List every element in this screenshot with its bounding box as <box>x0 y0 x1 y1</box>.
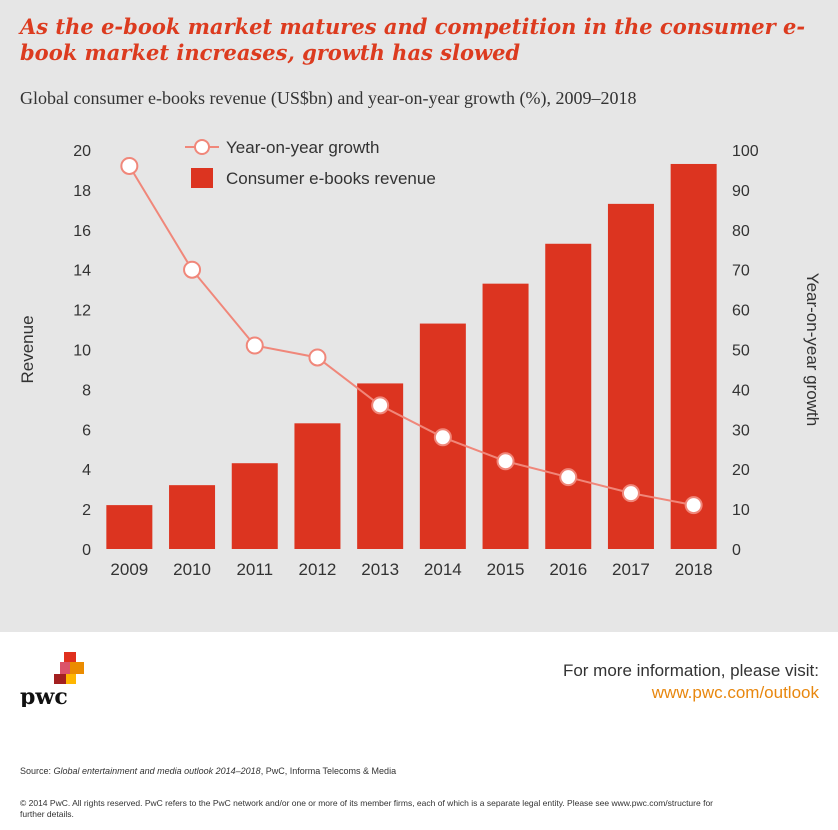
combo-chart: 0 2 4 6 8 10 12 14 16 18 20 0 10 20 30 40 50 60 70 80 90 100 R… <box>18 138 822 579</box>
growth-point <box>371 396 390 415</box>
left-axis-title: Revenue <box>18 315 37 383</box>
logo-block <box>54 674 66 684</box>
outlook-link[interactable]: www.pwc.com/outlook <box>651 683 819 702</box>
x-tick-label: 2017 <box>612 560 650 579</box>
right-axis-tick-label: 90 <box>732 183 750 200</box>
x-tick-label: 2015 <box>487 560 525 579</box>
right-axis-tick-label: 100 <box>732 143 759 160</box>
pwc-logo: pwc <box>20 652 84 707</box>
right-axis-tick-label: 80 <box>732 223 750 240</box>
left-axis-tick-label: 2 <box>82 502 91 519</box>
logo-block <box>64 652 76 662</box>
growth-point <box>496 452 515 471</box>
x-tick-label: 2016 <box>549 560 587 579</box>
right-axis-tick-label: 50 <box>732 343 750 360</box>
right-axis-tick-label: 20 <box>732 462 750 479</box>
right-axis-tick-label: 70 <box>732 263 750 280</box>
x-tick-label: 2013 <box>361 560 399 579</box>
growth-point <box>559 468 578 487</box>
legend-label: Year-on-year growth <box>226 138 379 157</box>
revenue-bar <box>106 505 153 549</box>
legend-line-marker <box>194 139 210 155</box>
source-prefix: Source: <box>20 766 54 776</box>
left-axis-tick-label: 10 <box>73 343 91 360</box>
x-tick-label: 2011 <box>236 560 273 579</box>
growth-point <box>120 156 139 175</box>
growth-point <box>684 496 703 515</box>
source-title: Global entertainment and media outlook 2… <box>53 766 261 776</box>
more-info: For more information, please visit: www.… <box>563 660 819 704</box>
right-axis-tick-label: 60 <box>732 303 750 320</box>
x-tick-label: 2009 <box>110 560 148 579</box>
x-tick-label: 2010 <box>173 560 211 579</box>
right-axis-tick-label: 10 <box>732 502 750 519</box>
logo-block <box>70 662 84 674</box>
logo-text: pwc <box>20 684 68 707</box>
growth-point <box>621 484 640 503</box>
left-axis-tick-label: 20 <box>73 143 91 160</box>
headline: As the e-book market matures and competi… <box>20 14 806 65</box>
chart-panel: As the e-book market matures and competi… <box>0 0 838 632</box>
right-axis-title: Year-on-year growth <box>803 273 822 426</box>
legend-bar-swatch <box>191 168 213 188</box>
left-axis-tick-label: 6 <box>82 422 91 439</box>
revenue-bar <box>169 485 216 549</box>
right-axis-tick-label: 40 <box>732 382 750 399</box>
growth-line <box>128 165 694 507</box>
revenue-bar <box>670 163 717 549</box>
left-axis-tick-label: 16 <box>73 223 91 240</box>
revenue-bar <box>482 283 529 549</box>
copyright-note: © 2014 PwC. All rights reserved. PwC ref… <box>20 798 713 819</box>
revenue-bar <box>294 423 341 549</box>
right-axis-tick-label: 0 <box>732 542 741 559</box>
growth-point <box>308 348 327 367</box>
more-info-label: For more information, please visit: <box>562 661 819 680</box>
footer: pwc For more information, please visit: … <box>0 632 838 830</box>
legend-label: Consumer e-books revenue <box>226 169 436 188</box>
left-axis-tick-label: 12 <box>73 303 91 320</box>
logo-block <box>66 674 76 684</box>
source-note: Source: Global entertainment and media o… <box>20 766 396 776</box>
left-axis-tick-label: 14 <box>73 263 91 280</box>
left-axis-tick-label: 8 <box>82 382 91 399</box>
revenue-bar <box>545 243 592 549</box>
x-tick-label: 2018 <box>675 560 713 579</box>
left-axis-tick-label: 4 <box>82 462 91 479</box>
revenue-bar <box>231 463 278 549</box>
growth-point <box>183 260 202 279</box>
growth-point <box>245 336 264 355</box>
source-suffix: , PwC, Informa Telecoms & Media <box>260 766 397 776</box>
x-tick-label: 2014 <box>424 560 462 579</box>
logo-block <box>60 662 70 674</box>
left-axis-tick-label: 0 <box>82 542 91 559</box>
right-axis-tick-label: 30 <box>732 422 750 439</box>
chart-subtitle: Global consumer e-books revenue (US$bn) … <box>20 88 637 108</box>
left-axis-tick-label: 18 <box>73 183 91 200</box>
x-tick-label: 2012 <box>299 560 337 579</box>
growth-point <box>433 428 452 447</box>
